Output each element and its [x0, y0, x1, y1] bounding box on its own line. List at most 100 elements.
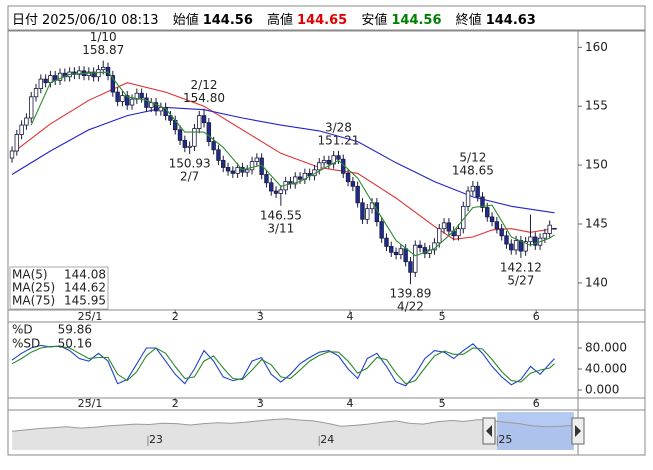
candle-body — [422, 247, 428, 254]
candle-body — [499, 228, 504, 237]
y-tick-label: 150 — [585, 158, 608, 172]
y-tick-label: 140 — [585, 275, 608, 289]
candle-body — [129, 98, 135, 106]
candle-body — [456, 228, 461, 237]
candle-body — [158, 106, 164, 112]
x-tick-label: 3 — [257, 397, 264, 410]
candle-body — [331, 155, 336, 165]
candle-body — [177, 129, 183, 141]
candle-body — [465, 190, 471, 207]
candle-body — [293, 176, 298, 185]
open-value: 144.56 — [202, 13, 253, 28]
candle-body — [101, 66, 106, 71]
candle-body — [144, 97, 149, 108]
annotation-value: 158.87 — [82, 43, 124, 57]
candle-body — [278, 189, 284, 194]
x-tick-label: 3 — [257, 310, 264, 323]
legend-value: 50.16 — [58, 337, 92, 351]
candle-body — [297, 176, 303, 180]
candle-body — [513, 240, 519, 251]
candle-body — [264, 174, 269, 184]
candle-body — [384, 237, 389, 247]
x-tick-label: 4 — [346, 397, 353, 410]
legend-value: 145.95 — [64, 294, 106, 308]
annotation-value: 154.80 — [183, 91, 225, 105]
series-line — [30, 71, 555, 257]
low-label: 安値 — [361, 13, 388, 28]
y-tick-label: 155 — [585, 99, 608, 113]
x-tick-label: 24 — [320, 433, 334, 446]
navigator-line — [12, 418, 574, 432]
series-line — [11, 82, 555, 240]
candle-body — [413, 244, 418, 273]
low-value: 144.56 — [391, 13, 442, 28]
annotation-date: 4/22 — [397, 300, 424, 314]
candle-body — [153, 102, 159, 112]
candle-body — [547, 224, 552, 234]
candle-body — [523, 241, 528, 252]
x-tick-label: 2 — [172, 397, 179, 410]
x-tick-label: 5 — [439, 397, 446, 410]
candle-body — [120, 95, 125, 102]
legend-label: MA(25) — [12, 281, 55, 295]
x-tick-label: 6 — [533, 310, 540, 323]
high-value: 144.65 — [297, 13, 348, 28]
candle-body — [14, 134, 20, 152]
open-label: 始値 — [172, 13, 199, 28]
candle-body — [235, 167, 240, 174]
candle-body — [408, 261, 413, 273]
candle-body — [509, 243, 514, 251]
candle-body — [360, 202, 365, 220]
candle-body — [211, 141, 216, 151]
candle-body — [489, 216, 495, 223]
x-tick-label: 2 — [172, 310, 179, 323]
x-tick-label: 6 — [533, 397, 540, 410]
y-tick-label: 160 — [585, 40, 608, 54]
stochastic-panel: 0.000 40.000 80.000 %D 59.86 %SD 50.16 25/1 2 3 4 5… — [11, 323, 627, 410]
candle-body — [139, 92, 144, 99]
candle-body — [475, 185, 480, 198]
candle-body — [134, 92, 140, 100]
annotation-value: 146.55 — [260, 208, 302, 222]
x-tick-label: 25/1 — [78, 397, 103, 410]
candle-body — [245, 169, 250, 173]
y-tick-label: 80.000 — [585, 340, 627, 354]
annotation-date: 1/10 — [90, 30, 117, 44]
annotation-value: 139.89 — [389, 287, 431, 301]
candle-body — [528, 236, 533, 243]
candle-body — [192, 128, 197, 147]
navigator: 23 24 25 — [12, 412, 574, 450]
legend-value: 59.86 — [58, 323, 92, 337]
candle-body — [38, 78, 44, 89]
series-line — [11, 106, 555, 214]
x-tick-label: 23 — [149, 433, 163, 446]
candle-body — [389, 245, 394, 253]
legend-label: MA(5) — [12, 268, 48, 282]
candle-body — [403, 248, 408, 263]
datetime: 2025/06/10 08:13 — [42, 13, 159, 28]
candle-body — [105, 66, 111, 76]
candle-body — [504, 235, 509, 245]
candle-body — [273, 190, 279, 194]
scroll-right-arrow — [575, 425, 581, 437]
candle-body — [379, 221, 384, 239]
candle-body — [24, 117, 29, 126]
annotation-value: 151.21 — [317, 133, 359, 147]
y-tick-label: 40.000 — [585, 362, 627, 376]
candle-body — [398, 248, 404, 256]
candle-body — [197, 115, 202, 129]
candle-body — [216, 149, 221, 161]
candle-body — [533, 236, 538, 246]
legend-label: %SD — [12, 337, 40, 351]
annotation-value: 142.12 — [500, 260, 542, 274]
candle-body — [326, 159, 332, 165]
candle-body — [336, 155, 341, 160]
candle-body — [168, 115, 173, 121]
candle-body — [29, 96, 34, 119]
candle-body — [91, 71, 96, 78]
candle-body — [249, 161, 255, 171]
close-label: 終値 — [455, 13, 482, 28]
candle-body — [57, 72, 63, 81]
annotation-value: 150.93 — [169, 157, 211, 171]
